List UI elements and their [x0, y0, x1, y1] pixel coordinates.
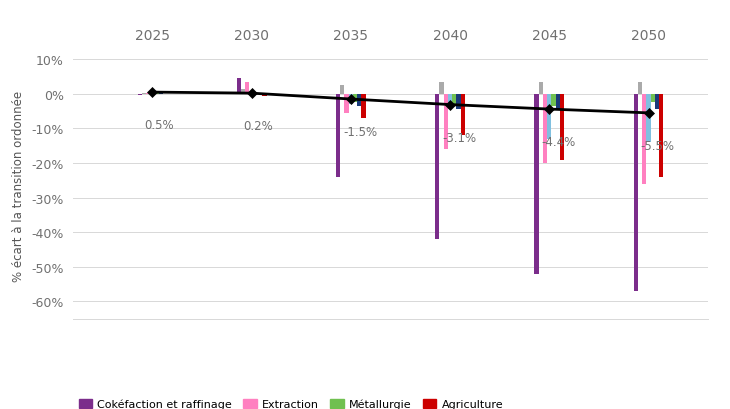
Bar: [353, 94, 357, 103]
Bar: [262, 94, 266, 97]
PIB: [247, 92, 256, 97]
Bar: [448, 94, 452, 110]
Bar: [642, 94, 647, 184]
Bar: [539, 83, 543, 94]
PIB: [347, 97, 356, 102]
PIB: [446, 103, 455, 108]
Text: -1.5%: -1.5%: [343, 126, 377, 139]
Bar: [650, 94, 655, 103]
Bar: [444, 94, 448, 150]
Bar: [250, 93, 254, 94]
Bar: [456, 94, 461, 110]
Text: -5.5%: -5.5%: [641, 139, 675, 153]
Bar: [357, 94, 361, 107]
Bar: [551, 94, 556, 107]
Bar: [556, 94, 560, 110]
Bar: [345, 94, 349, 114]
Bar: [647, 94, 650, 143]
Text: 0.5%: 0.5%: [145, 119, 174, 132]
Legend: Cokéfaction et raffinage, Electricité, Extraction, Minéraux, Métallurgie, Déchet: Cokéfaction et raffinage, Electricité, E…: [79, 399, 504, 409]
Text: -3.1%: -3.1%: [442, 131, 476, 144]
Line: PIB: PIB: [149, 90, 652, 117]
Bar: [638, 83, 642, 94]
Y-axis label: % écart à la transition ordonnée: % écart à la transition ordonnée: [12, 91, 25, 281]
Bar: [452, 94, 456, 107]
Bar: [340, 86, 345, 94]
Text: -4.4%: -4.4%: [542, 136, 576, 148]
PIB: [644, 111, 653, 116]
Bar: [560, 94, 564, 160]
Bar: [435, 94, 439, 240]
Bar: [336, 94, 340, 178]
Bar: [543, 94, 548, 164]
Bar: [439, 83, 444, 94]
Bar: [659, 94, 664, 178]
Bar: [245, 83, 250, 94]
Bar: [137, 94, 142, 96]
Bar: [241, 90, 245, 94]
Bar: [349, 94, 353, 105]
Bar: [461, 94, 465, 136]
PIB: [148, 90, 157, 95]
Bar: [361, 94, 366, 119]
Bar: [534, 94, 539, 274]
Text: 0.2%: 0.2%: [244, 120, 274, 133]
Bar: [655, 94, 659, 110]
Bar: [548, 94, 551, 139]
Bar: [634, 94, 638, 291]
PIB: [545, 107, 553, 112]
Bar: [237, 79, 241, 94]
